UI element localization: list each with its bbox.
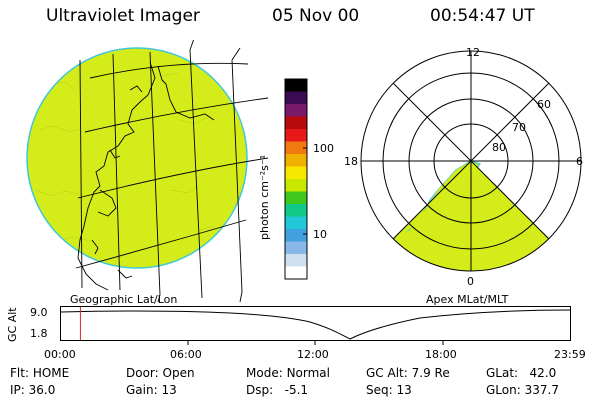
colorbar-band (285, 104, 307, 117)
right-panel-caption: Apex MLat/MLT (426, 293, 509, 306)
colorbar-band (285, 116, 307, 130)
info-seq: Seq: 13 (366, 383, 412, 397)
geographic-globe-image (26, 40, 269, 302)
timeline-plot (60, 306, 571, 345)
colorbar-tick-100: 100 (313, 142, 334, 155)
instrument-title: Ultraviolet Imager (46, 6, 200, 26)
timeline-xtick-0600: 06:00 (170, 348, 202, 361)
info-ip: IP: 36.0 (10, 383, 56, 397)
timeline-xtick-1800: 18:00 (425, 348, 457, 361)
colorbar-band (285, 191, 307, 205)
colorbar-band (285, 229, 307, 242)
mlat-label-70: 70 (512, 121, 526, 134)
colorbar (284, 78, 308, 280)
timeline-xtick-2359: 23:59 (554, 348, 586, 361)
timeline-ytick-high: 9.0 (30, 306, 48, 319)
info-flt: Flt: HOME (10, 366, 70, 380)
colorbar-band (285, 179, 307, 192)
left-panel-caption: Geographic Lat/Lon (70, 293, 178, 306)
colorbar-band (285, 266, 307, 280)
timeline-xtick-1200: 12:00 (297, 348, 329, 361)
info-glon: GLon: 337.7 (486, 383, 559, 397)
colorbar-band (285, 129, 307, 142)
timeline-axis-label: GC Alt (6, 307, 19, 342)
mlat-label-80: 80 (492, 141, 506, 154)
colorbar-band (285, 91, 307, 105)
info-glat: GLat: 42.0 (486, 366, 557, 380)
mlt-label-6: 6 (576, 155, 583, 168)
colorbar-band (285, 204, 307, 217)
mlt-label-12: 12 (466, 46, 480, 59)
date-label: 05 Nov 00 (272, 6, 360, 26)
colorbar-band (285, 241, 307, 255)
mlt-label-18: 18 (344, 155, 358, 168)
mlt-label-0: 0 (467, 275, 474, 288)
colorbar-band (285, 141, 307, 155)
colorbar-band (285, 254, 307, 267)
time-label: 00:54:47 UT (430, 6, 535, 26)
info-door: Door: Open (126, 366, 195, 380)
info-gc-alt: GC Alt: 7.9 Re (366, 366, 450, 380)
info-dsp: Dsp: -5.1 (246, 383, 309, 397)
colorbar-unit-label: photon cm⁻²s⁻¹ (258, 154, 271, 240)
colorbar-band (285, 166, 307, 180)
timeline-ytick-low: 1.8 (30, 327, 48, 340)
info-mode: Mode: Normal (246, 366, 330, 380)
colorbar-band (285, 216, 307, 230)
info-gain: Gain: 13 (126, 383, 177, 397)
colorbar-band (285, 79, 307, 92)
polar-mlat-mlt-plot (360, 50, 582, 272)
globe-disk (26, 47, 248, 269)
colorbar-tick-10: 10 (313, 228, 327, 241)
timeline-xtick-0000: 00:00 (44, 348, 76, 361)
mlat-label-60: 60 (537, 98, 551, 111)
colorbar-band (285, 154, 307, 167)
